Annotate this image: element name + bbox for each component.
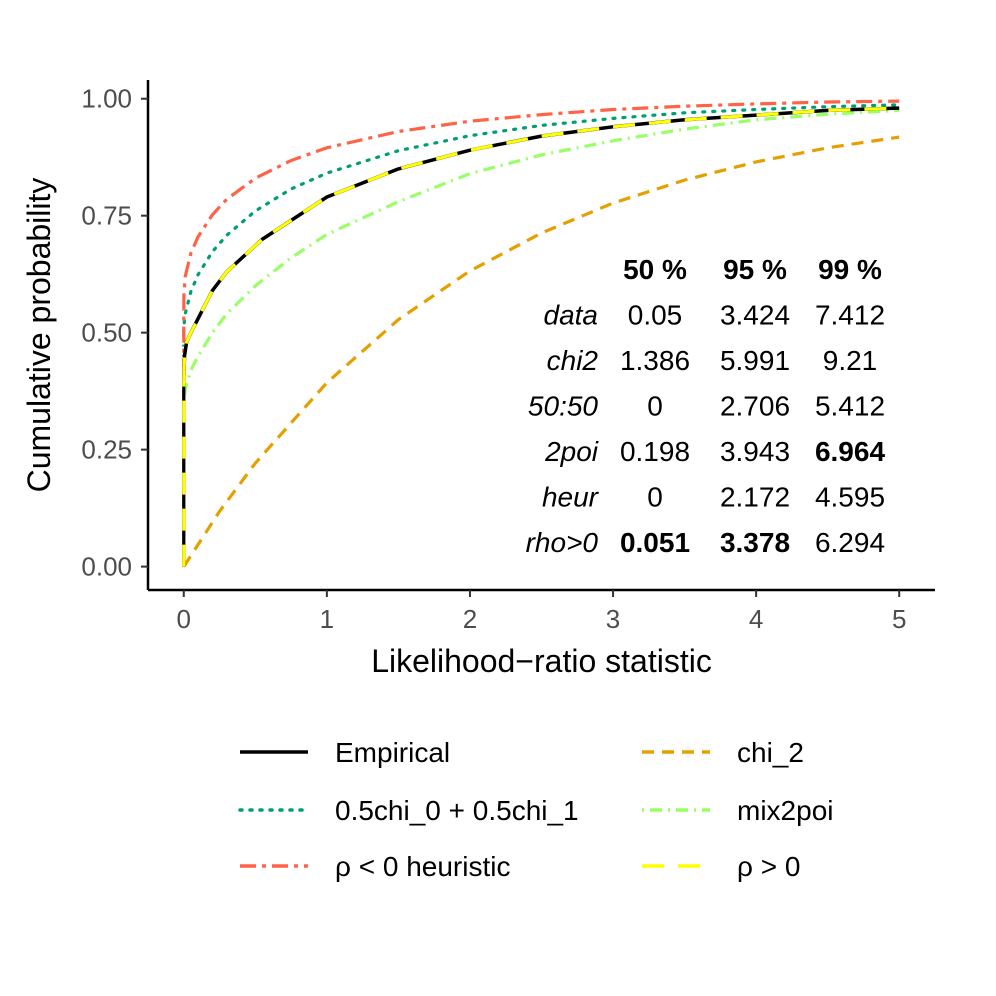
x-tick-label: 3 [606,604,620,634]
x-tick-label: 0 [177,604,191,634]
y-tick-label: 0.00 [81,552,132,582]
table-row-label: rho>0 [526,527,599,558]
table-row-label: data [544,300,599,331]
table-header: 50 % [623,254,687,285]
table-cell: 4.595 [815,482,885,513]
series-line-3 [182,108,900,403]
table-cell: 9.21 [823,345,878,376]
table-cell: 5.991 [720,345,790,376]
table-header: 95 % [723,254,787,285]
table-row-label: heur [542,482,600,513]
quantile-table: 50 % 95 % 99 % data 0.05 3.424 7.412 chi2 1.386 5… [526,254,886,558]
legend-label: 0.5chi_0 + 0.5chi_1 [335,795,579,826]
y-tick-label: 0.75 [81,201,132,231]
series-line-4 [182,99,900,310]
legend-label: Empirical [335,737,450,768]
table-cell: 5.412 [815,391,885,422]
table-cell: 0.198 [620,436,690,467]
legend-label: ρ < 0 heuristic [335,851,510,882]
table-cell: 2.706 [720,391,790,422]
y-tick-label: 0.25 [81,435,132,465]
axes: 0 1 2 3 4 5 0.00 0.25 0.50 0.75 1.00 Likelihood−rat… [21,80,935,679]
legend-label: mix2poi [737,795,833,826]
table-cell: 2.172 [720,482,790,513]
table-cell: 0 [647,482,663,513]
legend: Empirical 0.5chi_0 + 0.5chi_1 ρ < 0 heuris… [238,737,833,882]
x-tick-label: 1 [320,604,334,634]
y-tick-label: 1.00 [81,84,132,114]
table-row-label: 50:50 [528,391,598,422]
x-axis-title: Likelihood−ratio statistic [371,643,712,679]
x-tick-label: 4 [749,604,763,634]
table-row-label: chi2 [547,345,599,376]
table-cell: 6.964 [815,436,885,467]
y-axis-title: Cumulative probability [21,178,57,493]
plot-area [182,99,901,568]
table-cell: 0 [647,391,663,422]
series-line-5 [182,106,900,380]
legend-label: ρ > 0 [737,851,800,882]
table-cell: 3.943 [720,436,790,467]
x-tick-label: 5 [892,604,906,634]
table-cell: 3.378 [720,527,790,558]
legend-label: chi_2 [737,737,804,768]
table-cell: 7.412 [815,300,885,331]
x-tick-label: 2 [463,604,477,634]
table-cell: 0.05 [628,300,683,331]
y-tick-label: 0.50 [81,318,132,348]
table-cell: 0.051 [620,527,690,558]
table-cell: 1.386 [620,345,690,376]
table-cell: 6.294 [815,527,885,558]
table-row-label: 2poi [544,436,599,467]
table-header: 99 % [818,254,882,285]
table-cell: 3.424 [720,300,790,331]
series-line-0 [182,106,900,380]
